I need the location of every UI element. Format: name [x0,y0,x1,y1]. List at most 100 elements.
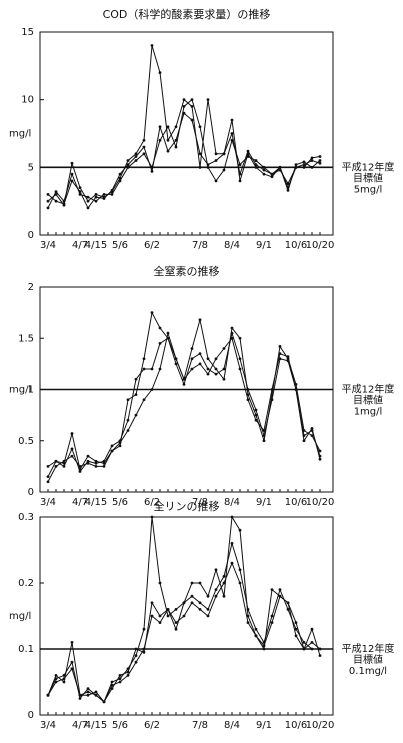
data-point [46,480,50,484]
data-point [62,674,66,677]
y-tick-label: 0.3 [18,512,34,523]
data-point [94,461,98,465]
data-point [150,614,154,618]
y-tick-label: 0.5 [18,436,34,447]
data-point [214,179,218,183]
data-point [86,459,90,463]
data-point [238,163,242,167]
data-point [270,621,274,624]
x-tick-label: 7/8 [192,240,208,251]
data-point [158,621,162,624]
data-point [158,581,162,585]
data-point [198,601,202,605]
data-point [94,693,98,697]
data-point [254,408,258,412]
data-point [262,434,266,438]
x-tick-label: 3/4 [40,240,56,251]
data-point [198,608,202,611]
data-point [302,439,306,443]
series-line [47,112,321,209]
data-point [110,188,114,192]
x-tick-label: 10/6 [285,497,307,508]
data-point [94,464,98,468]
target-label: 平成12年度 [342,383,395,396]
data-point [102,700,106,704]
data-point [46,199,50,203]
data-point [238,357,242,361]
x-tick-label: 4/7 [72,720,88,731]
data-point [238,581,242,585]
data-point [158,614,162,618]
data-point [222,594,226,598]
data-point [238,172,242,176]
data-point [302,160,306,164]
data-point [222,152,226,156]
data-point [70,161,74,165]
data-point [150,44,154,47]
data-point [94,199,98,203]
data-point [278,352,282,356]
x-tick-label: 3/4 [40,720,56,731]
data-point [294,165,298,169]
data-point [86,195,90,199]
data-point [78,697,82,700]
data-point [190,367,194,371]
data-point [54,190,58,194]
data-point [86,687,90,690]
y-tick-label: 0 [28,230,34,241]
data-point [142,145,146,149]
data-point [286,182,290,185]
data-point [150,515,154,519]
x-tick-label: 8/4 [224,240,240,251]
data-point [254,418,258,422]
data-point [214,588,218,591]
x-tick-label: 10/20 [306,240,335,251]
chart-title: 全リンの推移 [154,499,220,513]
series-line [47,561,321,703]
x-tick-label: 4/7 [72,240,88,251]
data-point [102,459,106,463]
data-point [294,388,298,391]
data-point [174,357,178,361]
data-point [230,336,234,340]
data-point [238,179,242,183]
x-tick-label: 10/6 [285,240,307,251]
data-point [126,398,130,402]
data-point [286,608,290,611]
data-point [174,362,178,366]
data-point [54,459,58,463]
y-tick-label: 0 [28,710,34,721]
data-point [270,614,274,618]
data-point [254,627,258,631]
data-point [142,650,146,654]
data-point [302,163,306,167]
data-point [110,449,114,453]
data-point [214,357,218,361]
data-point [254,634,258,638]
data-point [230,515,234,519]
x-tick-label: 7/8 [192,720,208,731]
data-point [46,464,50,468]
data-point [62,202,66,206]
data-point [126,163,130,167]
data-point [230,326,234,330]
x-tick-label: 10/20 [306,497,335,508]
data-point [134,647,138,651]
series-line [47,541,320,703]
data-point [262,644,266,648]
data-point [270,398,274,402]
data-point [126,429,130,432]
data-point [166,614,170,618]
data-point [182,377,186,381]
data-point [270,172,274,176]
data-point [54,677,58,681]
data-point [222,347,226,350]
x-tick-label: 10/6 [285,720,307,731]
x-tick-label: 4/7 [72,497,88,508]
data-point [278,165,282,169]
data-point [206,357,210,361]
data-point [278,594,282,598]
data-point [158,341,162,345]
data-point [286,188,290,192]
